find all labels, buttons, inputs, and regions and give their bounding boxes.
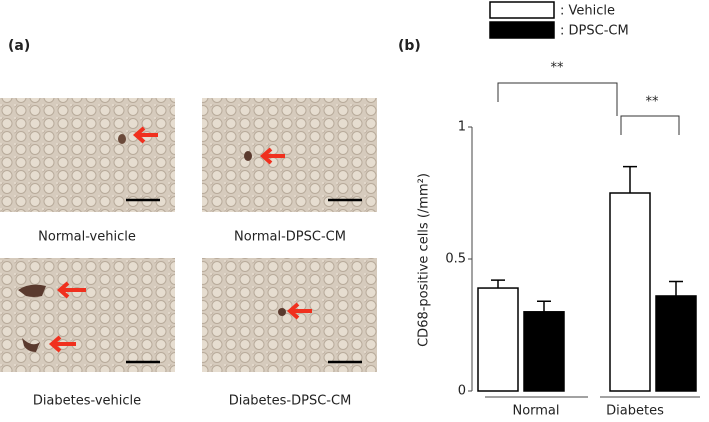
y-tick-label: 0.5 xyxy=(445,252,466,267)
x-tick-label: Normal xyxy=(512,404,559,419)
y-axis-label: CD68-positive cells (/mm²) xyxy=(417,173,432,347)
x-tick-label: Diabetes xyxy=(606,404,664,419)
significance-bracket xyxy=(620,115,680,135)
bar xyxy=(523,311,565,392)
caption: Normal-vehicle xyxy=(38,230,136,245)
y-tick-label: 1 xyxy=(458,120,466,135)
y-tick-label: 0 xyxy=(458,384,466,399)
legend-swatch xyxy=(489,21,555,39)
caption: Diabetes-vehicle xyxy=(33,394,141,409)
error-bar xyxy=(669,280,683,296)
bar xyxy=(609,192,651,392)
annotation: ** xyxy=(551,61,565,76)
caption: Normal-DPSC-CM xyxy=(234,230,346,245)
micrograph xyxy=(0,258,175,372)
error-bar xyxy=(491,279,505,289)
bar xyxy=(655,295,697,392)
legend-swatch xyxy=(489,1,555,19)
legend-label: : Vehicle xyxy=(560,4,615,19)
legend-label: : DPSC-CM xyxy=(560,24,629,39)
significance-bracket xyxy=(497,82,618,116)
caption: Diabetes-DPSC-CM xyxy=(229,394,352,409)
error-bar xyxy=(623,165,637,193)
micrograph xyxy=(202,98,377,212)
error-bar xyxy=(537,300,551,312)
micrograph xyxy=(0,98,175,212)
panel-label: (b) xyxy=(398,38,421,54)
panel-label: (a) xyxy=(8,38,30,54)
micrograph xyxy=(202,258,377,372)
annotation: ** xyxy=(646,95,660,110)
bar xyxy=(477,287,519,392)
